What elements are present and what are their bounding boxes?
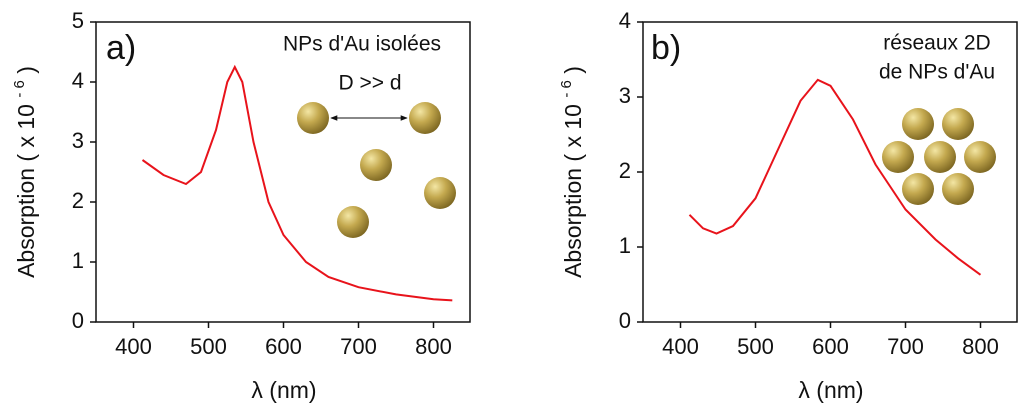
y-tick-label: 3	[72, 128, 84, 153]
y-axis-label: Absorption ( x 10 - 6 )	[552, 66, 586, 278]
annotation: réseaux 2D	[883, 32, 990, 55]
x-tick-label: 400	[115, 334, 152, 359]
x-axis-label: λ (nm)	[798, 377, 863, 403]
y-tick-label: 2	[619, 158, 631, 183]
panel-label: b)	[651, 29, 681, 67]
y-label-text: Absorption ( x 10	[13, 104, 39, 278]
x-tick-label: 800	[962, 334, 999, 359]
x-tick-label: 400	[662, 334, 699, 359]
y-label-text: Absorption ( x 10	[560, 104, 586, 278]
data-line	[688, 78, 982, 276]
y-tick-label: 1	[619, 233, 631, 258]
x-tick-label: 700	[340, 334, 377, 359]
y-tick-label: 1	[72, 248, 84, 273]
x-axis-label: λ (nm)	[251, 377, 316, 403]
y-tick-label: 5	[72, 8, 84, 33]
x-tick-label: 800	[415, 334, 452, 359]
annotation: NPs d'Au isolées	[283, 33, 441, 56]
annotation: D >> d	[338, 72, 401, 95]
y-label-exponent: - 6	[11, 80, 28, 98]
y-tick-label: 0	[72, 308, 84, 333]
y-tick-label: 4	[72, 68, 84, 93]
y-tick-label: 4	[619, 8, 631, 33]
y-label-end: )	[13, 66, 39, 74]
x-tick-label: 700	[887, 334, 924, 359]
y-tick-label: 2	[72, 188, 84, 213]
axes-frame	[95, 21, 471, 323]
x-tick-label: 500	[190, 334, 227, 359]
annotation: de NPs d'Au	[879, 61, 995, 84]
y-tick-label: 0	[619, 308, 631, 333]
x-tick-label: 500	[737, 334, 774, 359]
panel-label: a)	[106, 29, 136, 67]
y-label-exponent: - 6	[558, 80, 575, 98]
x-tick-label: 600	[812, 334, 849, 359]
y-axis-label: Absorption ( x 10 - 6 )	[5, 66, 39, 278]
y-tick-label: 3	[619, 83, 631, 108]
spheres-b	[882, 108, 996, 205]
data-line	[141, 64, 453, 302]
y-label-end: )	[560, 66, 586, 74]
spheres-a	[297, 102, 456, 238]
x-tick-label: 600	[265, 334, 302, 359]
